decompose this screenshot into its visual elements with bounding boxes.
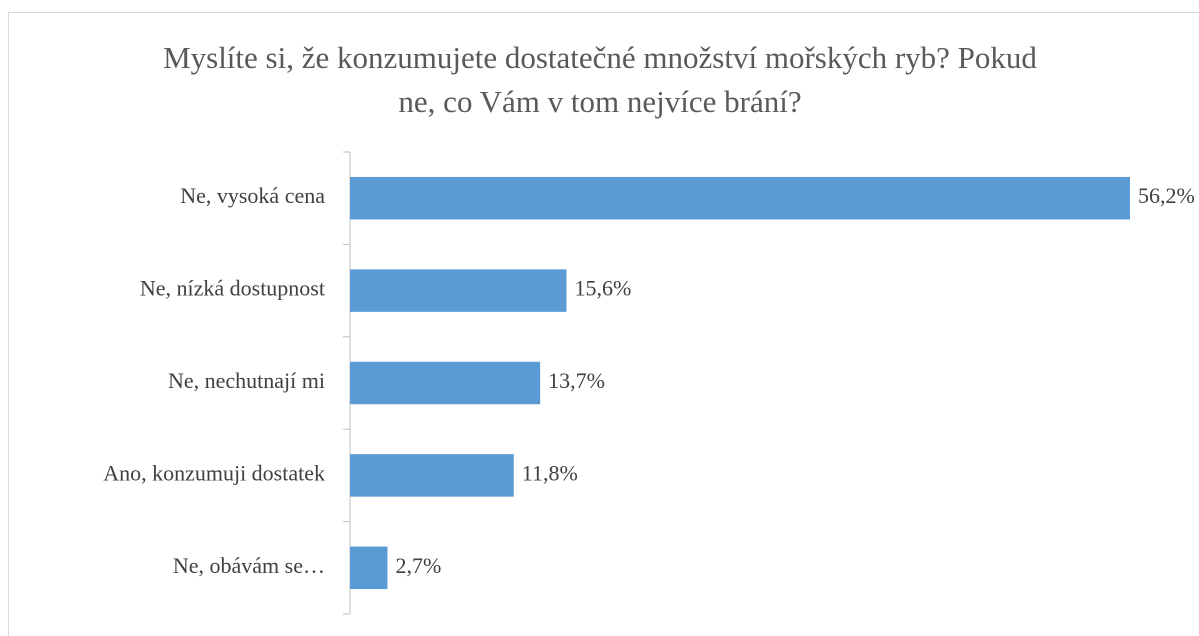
data-label: 56,2%	[1138, 183, 1195, 208]
data-label: 11,8%	[522, 460, 578, 485]
bar	[350, 454, 514, 497]
bar	[350, 546, 388, 590]
bar	[350, 361, 541, 405]
category-label: Ne, nízká dostupnost	[140, 276, 325, 301]
bar	[350, 269, 567, 312]
bar	[350, 176, 1130, 220]
category-label: Ne, obávám se…	[173, 553, 325, 578]
category-label: Ne, nechutnají mi	[168, 368, 325, 393]
data-label: 2,7%	[395, 553, 441, 578]
data-label: 15,6%	[575, 276, 632, 301]
chart-border	[8, 12, 1199, 636]
category-label: Ano, konzumuji dostatek	[103, 460, 325, 485]
category-label: Ne, vysoká cena	[180, 183, 325, 208]
chart-title: Myslíte si, že konzumujete dostatečné mn…	[163, 40, 1037, 119]
data-label: 13,7%	[548, 368, 605, 393]
